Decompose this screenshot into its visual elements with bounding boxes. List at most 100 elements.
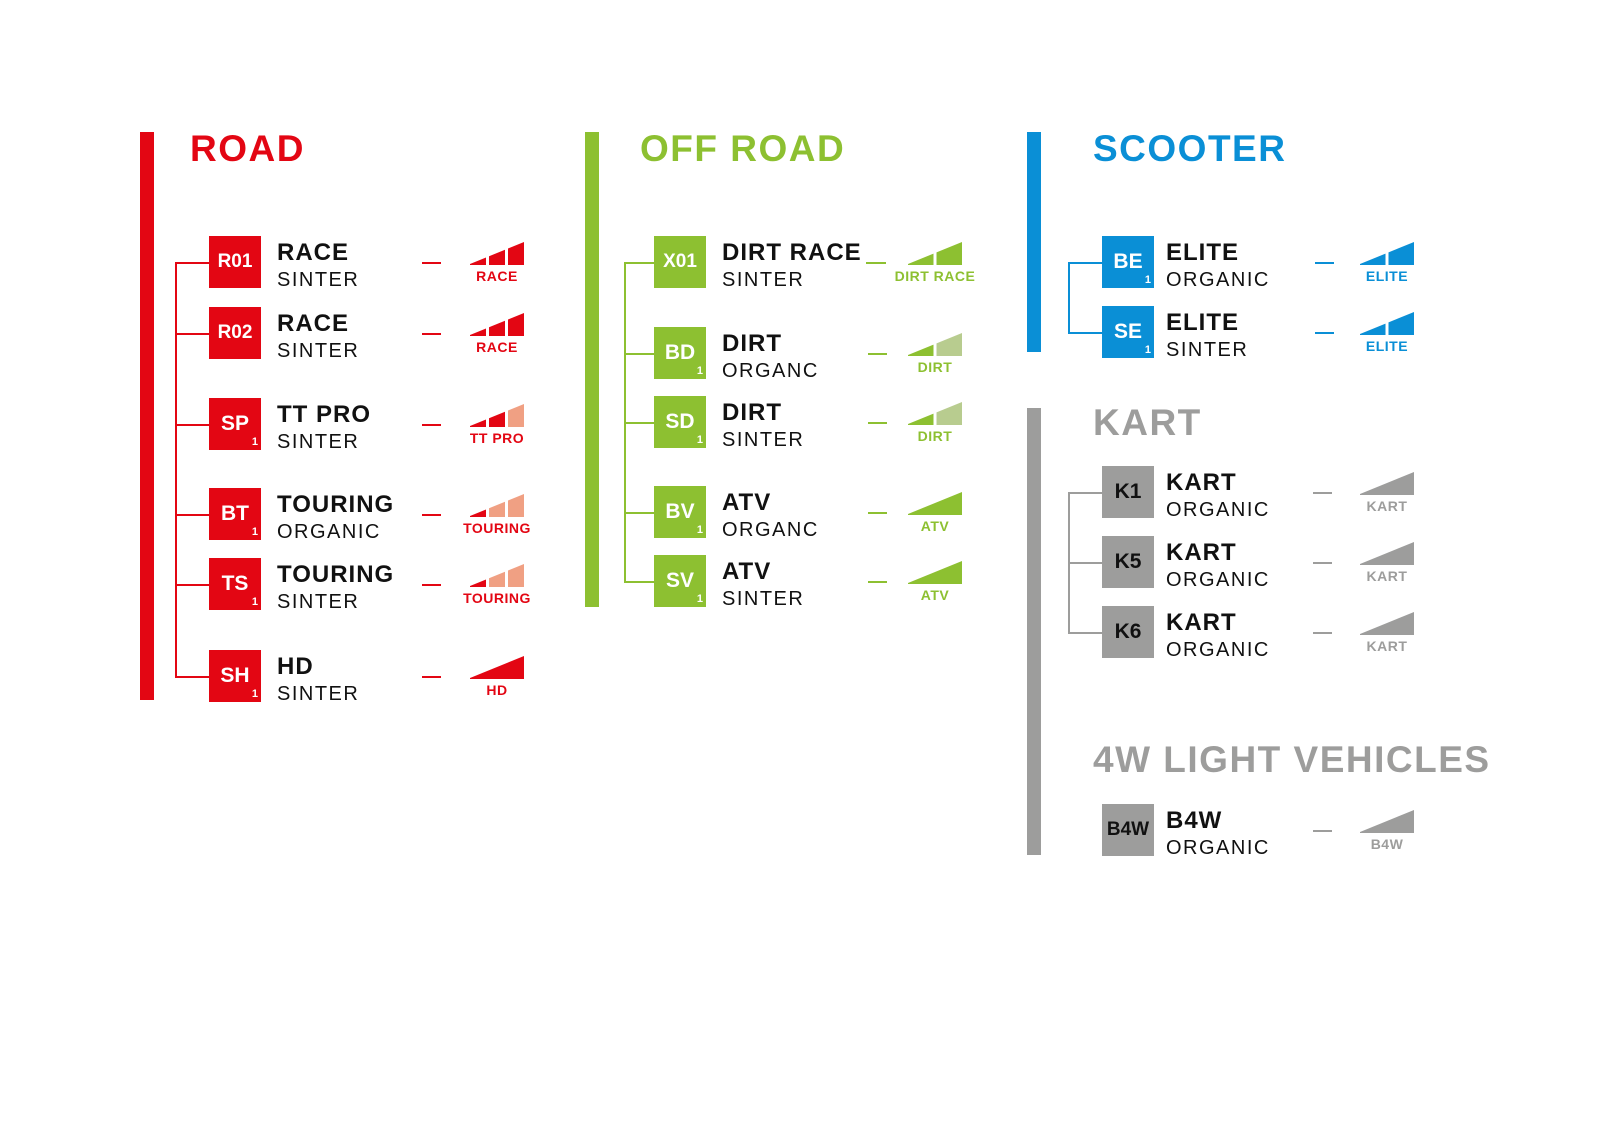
product-code-badge: R01 [209,236,261,288]
performance-level-segment [1360,323,1386,335]
performance-level-icon [470,242,524,265]
product-name: KART [1166,469,1237,496]
road-section-bar [140,132,154,700]
tree-branch [175,676,209,678]
performance-level-segment [908,561,962,584]
tree-branch [175,262,209,264]
product-name: DIRT [722,330,782,357]
product-material: SINTER [277,431,360,453]
product-code-badge: B4W [1102,804,1154,856]
performance-level-label: KART [1366,638,1408,654]
kart-section-bar [1027,408,1041,855]
performance-level-segment [508,404,524,427]
connector-dash [1313,830,1332,832]
product-code-badge: K6 [1102,606,1154,658]
product-code: SH [220,664,250,687]
tree-branch [1068,332,1102,334]
product-code-badge: SH 1 [209,650,261,702]
connector-dash [868,581,887,583]
product-material: ORGANIC [1166,499,1270,521]
product-code-badge: K5 [1102,536,1154,588]
performance-level-icon [470,656,524,679]
tree-branch [175,514,209,516]
tree-branch [1068,562,1102,564]
product-code-subscript: 1 [251,596,258,608]
product-code-badge: BT 1 [209,488,261,540]
product-code: X01 [663,251,697,272]
tree-branch [624,353,658,355]
product-material: SINTER [722,429,805,451]
performance-level-segment [470,257,486,265]
performance-level-icon [908,402,962,425]
4w-section-title: 4W LIGHT VEHICLES [1093,739,1491,780]
product-code: SD [665,410,695,433]
product-code-badge: SE 1 [1102,306,1154,358]
performance-level-segment [908,344,934,356]
performance-level-label: TT PRO [469,430,525,446]
product-material: SINTER [722,588,805,610]
performance-level-segment [470,419,486,427]
product-material: SINTER [277,683,360,705]
product-name: KART [1166,609,1237,636]
performance-level-icon [1360,472,1414,495]
tree-branch [175,333,209,335]
product-material: SINTER [722,269,805,291]
product-code: K1 [1114,480,1142,503]
product-name: ELITE [1166,309,1240,336]
product-code: K5 [1114,550,1142,573]
product-code-badge: BD 1 [654,327,706,379]
kart-section-title: KART [1093,402,1202,443]
product-code-subscript: 1 [251,436,258,448]
connector-dash [1313,632,1332,634]
product-code-subscript: 1 [696,365,703,377]
product-code: TS [221,572,249,595]
product-code-badge: SV 1 [654,555,706,607]
performance-level-segment [936,242,962,265]
product-name: ELITE [1166,239,1240,266]
performance-level-label: KART [1366,498,1408,514]
product-name: DIRT [722,399,782,426]
product-code: SP [220,412,249,435]
off-road-section-bar [585,132,599,607]
performance-level-segment [508,313,524,336]
performance-level-icon [470,564,524,587]
product-name: ATV [722,489,772,516]
performance-level-label: TOURING [463,520,531,536]
tree-branch [1068,262,1102,264]
performance-level-segment [489,411,505,427]
performance-level-segment [489,320,505,336]
tree-branch [624,512,658,514]
performance-level-segment [908,413,934,425]
product-code: BE [1113,250,1143,273]
performance-level-segment [489,501,505,517]
performance-level-segment [489,571,505,587]
connector-dash [422,514,441,516]
performance-level-segment [508,564,524,587]
product-name: DIRT RACE [722,239,862,266]
product-material: SINTER [277,591,360,613]
performance-level-icon [1360,242,1414,265]
tree-branch [624,581,658,583]
performance-level-label: ATV [920,518,950,534]
off-road-section-title: OFF ROAD [640,128,846,169]
performance-level-segment [470,328,486,336]
product-code-badge: SD 1 [654,396,706,448]
connector-dash [422,424,441,426]
performance-level-segment [936,402,962,425]
connector-dash [1313,492,1332,494]
product-code: BV [665,500,695,523]
product-name: TT PRO [277,401,371,428]
product-code-badge: R02 [209,307,261,359]
performance-level-segment [1360,253,1386,265]
connector-dash [1313,562,1332,564]
performance-level-segment [1360,542,1414,565]
product-material: SINTER [277,269,360,291]
performance-level-segment [908,253,934,265]
product-code: SV [665,569,694,592]
product-code-badge: SP 1 [209,398,261,450]
product-code: B4W [1106,819,1150,840]
performance-level-segment [470,509,486,517]
performance-level-label: DIRT RACE [894,268,976,284]
performance-level-segment [508,242,524,265]
